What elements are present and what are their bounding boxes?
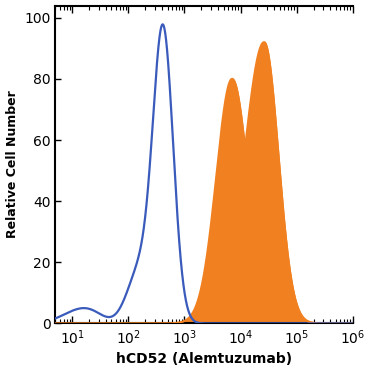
Y-axis label: Relative Cell Number: Relative Cell Number <box>6 91 19 238</box>
X-axis label: hCD52 (Alemtuzumab): hCD52 (Alemtuzumab) <box>116 352 292 366</box>
